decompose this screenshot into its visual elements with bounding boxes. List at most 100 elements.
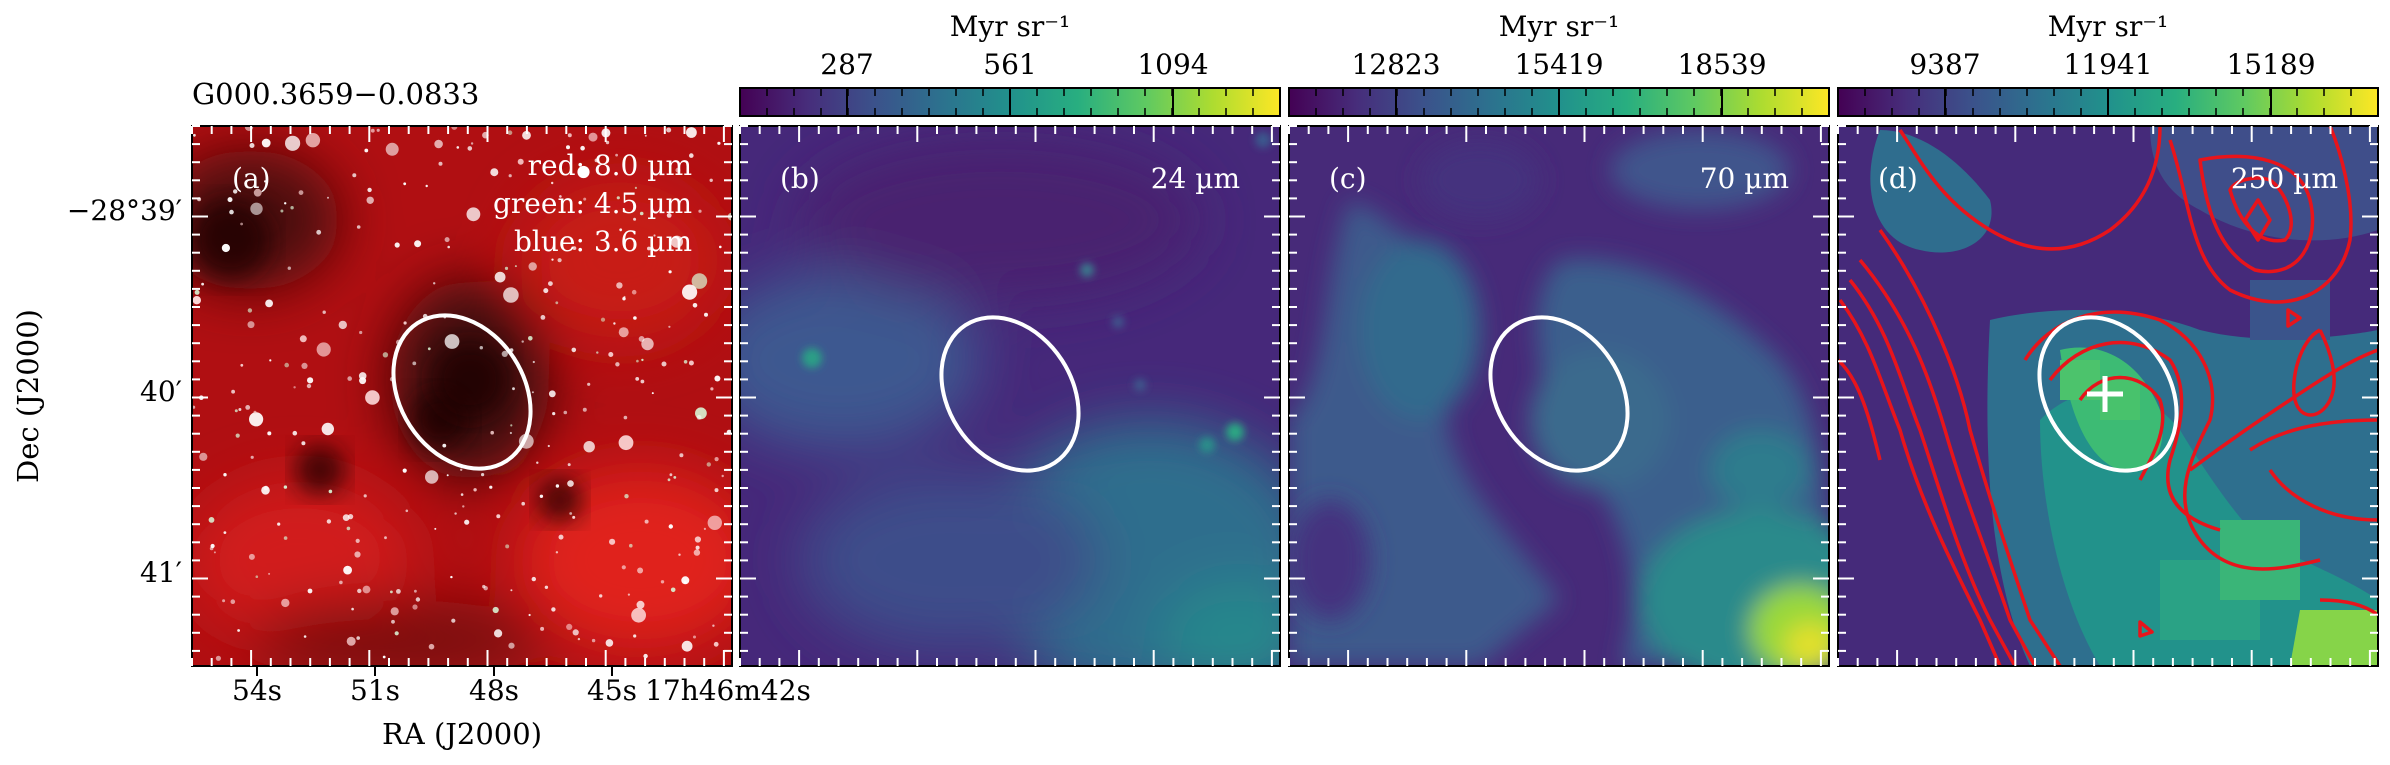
star — [464, 519, 470, 525]
star — [343, 565, 352, 575]
star — [281, 598, 290, 608]
star — [640, 379, 645, 384]
star — [501, 350, 508, 357]
panel-a-legend-blue: blue: 3.6 µm — [514, 225, 692, 258]
star — [215, 655, 221, 661]
star — [284, 202, 287, 205]
star — [667, 478, 671, 482]
star — [693, 635, 696, 639]
star — [412, 361, 417, 366]
star — [698, 209, 702, 213]
star — [696, 415, 702, 420]
star — [414, 589, 417, 593]
dust-lane — [432, 342, 508, 418]
star — [714, 457, 719, 462]
star — [509, 431, 512, 435]
star — [247, 308, 253, 313]
star — [608, 352, 614, 357]
star — [233, 189, 238, 194]
star — [531, 576, 536, 582]
star — [661, 361, 667, 367]
star — [240, 363, 244, 367]
star — [287, 266, 291, 270]
star — [208, 517, 215, 523]
star — [213, 551, 216, 554]
star — [678, 553, 681, 556]
star — [263, 485, 269, 491]
star — [532, 360, 535, 364]
star — [494, 629, 503, 638]
star — [551, 258, 554, 261]
star — [619, 228, 623, 232]
star — [583, 197, 587, 201]
x-tick-label-1: 54s — [232, 674, 282, 707]
star — [364, 148, 369, 153]
star — [414, 240, 422, 248]
star — [679, 453, 684, 458]
star — [512, 387, 515, 391]
colorbar-d-unit: Myr sr⁻¹ — [2048, 10, 2169, 43]
star — [505, 544, 510, 549]
source-name: G000.3659−0.0833 — [192, 77, 479, 111]
star — [566, 623, 573, 631]
panel-a-frame — [191, 125, 733, 667]
star — [269, 359, 272, 362]
star — [636, 600, 645, 609]
star — [467, 146, 473, 151]
star — [551, 181, 554, 185]
star — [434, 139, 443, 149]
star — [427, 347, 431, 351]
panel-c-frame — [1288, 125, 1830, 667]
star — [552, 412, 556, 416]
star — [639, 211, 644, 216]
star — [571, 347, 577, 353]
star — [321, 422, 334, 436]
star — [346, 526, 351, 531]
star — [490, 430, 495, 435]
colorbar-c-unit: Myr sr⁻¹ — [1499, 10, 1620, 43]
star — [706, 462, 711, 467]
star — [555, 301, 559, 305]
star — [683, 360, 688, 364]
star — [567, 480, 574, 487]
star — [382, 655, 386, 659]
star — [615, 153, 618, 157]
star — [504, 266, 509, 270]
star — [588, 132, 598, 142]
star — [338, 320, 347, 330]
star — [558, 534, 564, 540]
star — [710, 387, 714, 391]
star — [240, 222, 244, 226]
star — [719, 245, 722, 249]
star — [359, 330, 363, 335]
star — [444, 237, 450, 243]
panel-b-tag: (b) — [780, 162, 820, 195]
panel-b — [740, 126, 1280, 666]
star — [517, 158, 524, 165]
star — [248, 553, 255, 560]
star — [223, 473, 227, 477]
y-tick-label-2: 40′ — [140, 375, 182, 408]
star — [425, 184, 428, 188]
star — [253, 410, 257, 414]
star — [688, 360, 694, 366]
star — [675, 167, 681, 173]
star — [327, 196, 329, 199]
colorbar-b: Myr sr⁻¹ 287 561 1094 — [739, 10, 1281, 117]
star — [521, 501, 525, 506]
star — [510, 589, 513, 592]
star — [285, 135, 301, 151]
star — [577, 165, 590, 179]
star — [616, 196, 620, 200]
star — [709, 178, 713, 182]
star-field — [192, 126, 732, 661]
star — [600, 317, 606, 322]
colorbar-d-tick-1: 9387 — [1909, 48, 1980, 81]
star — [290, 206, 294, 210]
star — [721, 474, 724, 478]
star — [559, 195, 562, 198]
star — [539, 494, 544, 498]
star — [247, 321, 255, 329]
star — [433, 282, 436, 285]
star — [415, 597, 421, 602]
